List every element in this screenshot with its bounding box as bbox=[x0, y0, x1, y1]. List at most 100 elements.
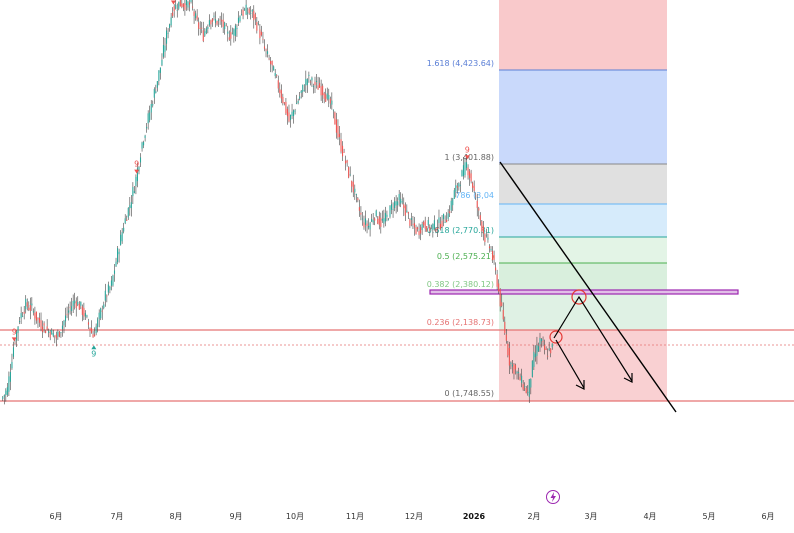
candle-84 bbox=[130, 202, 132, 208]
candle-269 bbox=[413, 223, 416, 228]
candle-40 bbox=[63, 320, 65, 326]
candle-213 bbox=[328, 95, 330, 100]
candle-96 bbox=[149, 112, 151, 121]
x-tick-0: 6月 bbox=[49, 512, 62, 521]
candle-18 bbox=[29, 304, 31, 311]
candle-195 bbox=[300, 90, 302, 94]
count-marker-arrow-2 bbox=[134, 169, 140, 174]
candle-228 bbox=[351, 180, 353, 187]
candle-313 bbox=[481, 221, 483, 232]
candle-81 bbox=[126, 219, 128, 221]
candle-141 bbox=[218, 19, 220, 21]
candle-76 bbox=[118, 251, 120, 255]
candle-140 bbox=[216, 21, 218, 25]
candle-156 bbox=[240, 14, 243, 16]
candle-288 bbox=[443, 213, 445, 220]
candle-73 bbox=[113, 270, 116, 274]
candle-192 bbox=[296, 103, 298, 105]
candle-355 bbox=[545, 348, 547, 351]
candle-70 bbox=[109, 286, 111, 290]
candle-111 bbox=[172, 12, 174, 16]
candle-169 bbox=[260, 31, 262, 36]
candle-53 bbox=[83, 307, 85, 317]
candle-23 bbox=[37, 318, 39, 320]
arrow-path-up bbox=[553, 295, 633, 382]
candle-304 bbox=[467, 167, 469, 176]
candle-332 bbox=[510, 362, 512, 365]
candle-77 bbox=[120, 234, 122, 246]
candle-202 bbox=[311, 77, 313, 81]
candle-254 bbox=[390, 204, 393, 210]
candle-282 bbox=[433, 220, 435, 230]
candle-127 bbox=[196, 15, 198, 20]
candle-204 bbox=[314, 81, 316, 85]
candle-252 bbox=[387, 219, 390, 221]
candle-103 bbox=[159, 67, 161, 73]
candle-234 bbox=[360, 212, 362, 215]
candle-219 bbox=[337, 125, 339, 138]
candle-271 bbox=[417, 227, 419, 230]
candle-324 bbox=[498, 283, 500, 292]
candle-227 bbox=[349, 174, 351, 176]
x-tick-2: 8月 bbox=[169, 512, 182, 521]
candle-308 bbox=[473, 185, 475, 191]
x-tick-11: 5月 bbox=[702, 512, 715, 521]
circle-support bbox=[549, 330, 563, 344]
candle-241 bbox=[371, 218, 373, 222]
candle-88 bbox=[136, 168, 138, 182]
candle-315 bbox=[484, 234, 486, 243]
candle-224 bbox=[345, 160, 347, 164]
count-marker-arrow-4 bbox=[464, 155, 470, 160]
candle-265 bbox=[407, 212, 409, 214]
candle-158 bbox=[244, 9, 246, 11]
candle-312 bbox=[479, 215, 481, 221]
candle-180 bbox=[277, 80, 279, 89]
markers: 99999 bbox=[12, 0, 470, 358]
candle-92 bbox=[143, 142, 145, 146]
candle-178 bbox=[274, 73, 276, 76]
candle-66 bbox=[103, 304, 105, 308]
candle-359 bbox=[551, 343, 553, 348]
candle-104 bbox=[161, 59, 163, 66]
candle-55 bbox=[86, 315, 88, 317]
lightning-badge[interactable] bbox=[546, 490, 560, 504]
candle-198 bbox=[305, 78, 307, 86]
candle-123 bbox=[190, 0, 192, 2]
candle-79 bbox=[123, 227, 125, 232]
candle-287 bbox=[441, 220, 443, 228]
candle-189 bbox=[291, 111, 293, 117]
candle-159 bbox=[245, 4, 247, 15]
candle-333 bbox=[511, 364, 513, 367]
candle-130 bbox=[201, 27, 203, 29]
candle-299 bbox=[459, 184, 461, 186]
candle-54 bbox=[84, 313, 86, 317]
candle-117 bbox=[181, 3, 183, 8]
candle-80 bbox=[124, 218, 126, 224]
candle-278 bbox=[427, 220, 429, 226]
candle-48 bbox=[75, 301, 77, 309]
candle-12 bbox=[20, 313, 22, 319]
candle-171 bbox=[263, 46, 266, 49]
candle-0 bbox=[2, 396, 4, 399]
candle-323 bbox=[496, 274, 498, 287]
candle-193 bbox=[297, 100, 299, 104]
x-axis: 6月 7月 8月 9月 10月 11月 12月 2026 2月 3月 4月 5月… bbox=[49, 512, 774, 521]
candle-255 bbox=[392, 209, 394, 210]
fib-zone-extension bbox=[499, 70, 667, 164]
fib-label-0618: 0.618 (2,770.31) bbox=[427, 226, 494, 235]
candle-157 bbox=[242, 9, 244, 16]
candle-94 bbox=[146, 126, 148, 129]
candle-264 bbox=[406, 210, 408, 213]
candle-206 bbox=[317, 85, 319, 90]
candle-305 bbox=[469, 171, 471, 179]
count-marker-arrow-0 bbox=[11, 337, 17, 342]
candle-188 bbox=[289, 114, 292, 121]
candle-116 bbox=[179, 0, 181, 7]
candle-208 bbox=[320, 86, 322, 96]
candle-226 bbox=[348, 167, 350, 178]
x-tick-1: 7月 bbox=[110, 512, 123, 521]
candle-242 bbox=[372, 220, 374, 223]
x-tick-6: 12月 bbox=[405, 512, 423, 521]
candle-166 bbox=[256, 22, 258, 31]
candle-43 bbox=[68, 310, 70, 313]
